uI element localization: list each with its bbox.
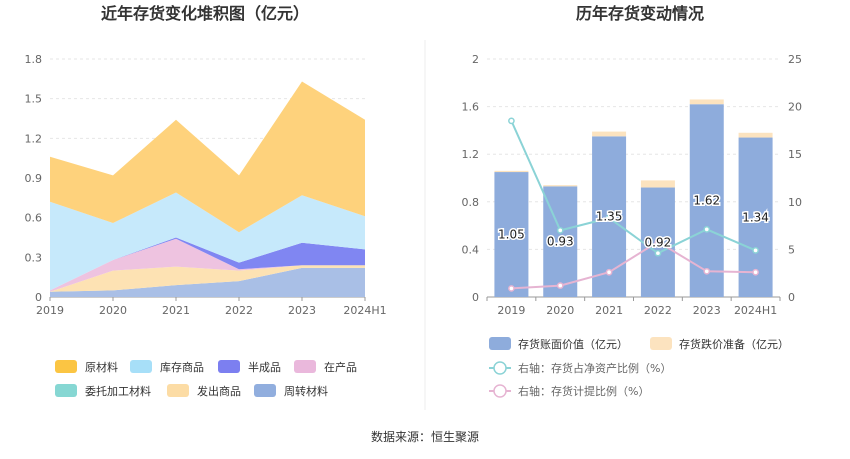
line-point — [508, 285, 515, 292]
legend-swatch — [489, 337, 511, 350]
line-point — [508, 117, 515, 125]
left-y-tick-label: 0.3 — [25, 251, 43, 264]
right-y-tick-label: 1.2 — [462, 148, 480, 161]
bar-value-label: 1.35 — [596, 210, 623, 224]
line-point — [752, 268, 759, 276]
left-y-tick-label: 0.9 — [25, 172, 43, 185]
right-y-tick-label: 2 — [472, 53, 479, 66]
legend-swatch — [167, 384, 189, 397]
legend-swatch — [130, 360, 152, 373]
line-point — [752, 247, 759, 254]
right-x-tick-label: 2020 — [546, 304, 574, 317]
left-x-tick-label: 2020 — [99, 304, 127, 317]
left-y-tick-label: 0.6 — [25, 212, 43, 225]
line-point — [703, 226, 711, 233]
bar-impairment-provision — [592, 131, 627, 137]
line-point — [703, 267, 711, 275]
line-point — [654, 249, 662, 257]
left-y-tick-label: 1.5 — [25, 93, 43, 106]
right-x-tick-label: 2023 — [693, 304, 721, 317]
right-y2-tick-label: 20 — [788, 101, 802, 114]
line-series-0 — [510, 120, 756, 255]
data-source-footer: 数据来源：恒生聚源 — [370, 430, 479, 444]
left-x-tick-label: 2022 — [225, 304, 253, 317]
left-chart-title: 近年存货变化堆积图（亿元） — [101, 4, 309, 23]
right-y-tick-label: 0.8 — [462, 196, 480, 209]
legend-swatch — [294, 360, 316, 373]
left-y-tick-label: 0 — [35, 291, 42, 304]
area-库存商品 — [50, 192, 365, 291]
bar-value-label: 0.92 — [645, 235, 672, 249]
line-series-1 — [511, 240, 756, 290]
bar-impairment-provision — [543, 185, 578, 187]
legend-label: 右轴：存货计提比例（%） — [518, 384, 649, 398]
legend-line-marker — [493, 361, 507, 375]
legend-label: 存货账面价值（亿元） — [518, 337, 628, 351]
left-x-tick-label: 2023 — [288, 304, 316, 317]
bar-book-value — [494, 172, 529, 297]
right-y2-tick-label: 10 — [788, 196, 802, 209]
legend-swatch — [254, 384, 276, 397]
line-point — [605, 214, 613, 222]
bar-impairment-provision — [640, 180, 675, 188]
left-x-tick-label: 2021 — [162, 304, 190, 317]
bar-value-label: 1.05 — [498, 228, 525, 242]
legend-label: 存货跌价准备（亿元） — [679, 337, 789, 351]
right-y-tick-label: 0 — [472, 291, 479, 304]
right-y2-tick-label: 25 — [788, 53, 802, 66]
bar-impairment-provision — [738, 132, 773, 138]
legend-swatch — [55, 360, 77, 373]
legend-label: 发出商品 — [197, 384, 241, 398]
right-y2-tick-label: 5 — [788, 243, 795, 256]
legend-label: 原材料 — [85, 360, 118, 374]
legend-swatch — [218, 360, 240, 373]
left-y-tick-label: 1.8 — [25, 53, 43, 66]
legend-label: 在产品 — [324, 360, 357, 374]
bar-value-label: 0.93 — [547, 235, 574, 249]
bar-value-label: 1.62 — [693, 194, 720, 208]
legend-swatch — [55, 384, 77, 397]
right-y-tick-label: 0.4 — [462, 243, 480, 256]
right-x-tick-label: 2019 — [497, 304, 525, 317]
right-y2-tick-label: 0 — [788, 291, 795, 304]
legend-label: 右轴：存货占净资产比例（%） — [518, 361, 671, 375]
right-x-tick-label: 2021 — [595, 304, 623, 317]
legend-label: 周转材料 — [284, 384, 328, 398]
right-y2-tick-label: 15 — [788, 148, 802, 161]
line-point — [654, 238, 662, 246]
left-x-tick-label: 2019 — [36, 304, 64, 317]
bar-impairment-provision — [494, 170, 529, 173]
area-在产品 — [50, 238, 365, 292]
legend-swatch — [650, 337, 672, 350]
bar-impairment-provision — [689, 99, 724, 105]
left-x-tick-label: 2024H1 — [343, 304, 386, 317]
area-半成品 — [50, 237, 365, 291]
area-原材料 — [50, 81, 365, 233]
bar-value-label: 1.34 — [742, 210, 769, 224]
legend-line-marker — [493, 384, 507, 398]
area-周转材料 — [50, 267, 365, 297]
legend-label: 委托加工材料 — [85, 384, 151, 398]
legend-label: 半成品 — [248, 360, 281, 374]
right-y-tick-label: 1.6 — [462, 101, 480, 114]
line-point — [556, 227, 564, 234]
line-point — [605, 268, 613, 276]
right-x-tick-label: 2022 — [644, 304, 672, 317]
line-point — [556, 282, 564, 289]
left-y-tick-label: 1.2 — [25, 132, 43, 145]
right-chart-title: 历年存货变动情况 — [576, 4, 704, 23]
legend-label: 库存商品 — [160, 360, 204, 374]
right-x-tick-label: 2024H1 — [734, 304, 777, 317]
area-发出商品 — [50, 265, 365, 292]
